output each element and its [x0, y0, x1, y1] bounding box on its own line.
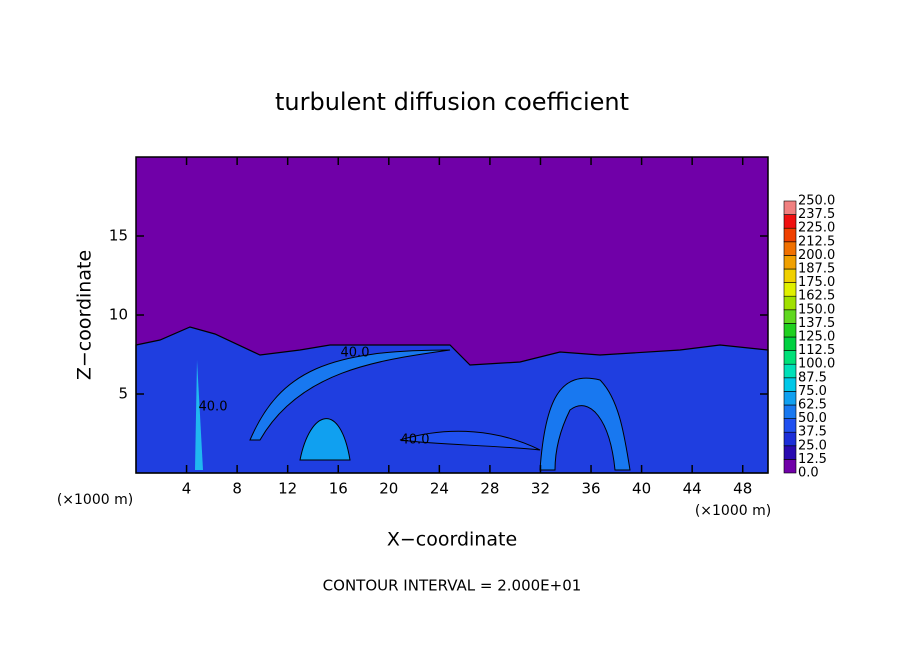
colorbar-box [783, 255, 797, 270]
field-streak [299, 418, 351, 461]
colorbar-box [783, 282, 797, 297]
colorbar-box [783, 404, 797, 419]
x-tick-label: 24 [430, 480, 449, 498]
contour-label: 40.0 [199, 400, 228, 415]
colorbar-label: 125.0 [798, 330, 835, 345]
x-tick-label: 16 [329, 480, 348, 498]
colorbar-label: 137.5 [798, 316, 835, 331]
colorbar-label: 100.0 [798, 357, 835, 372]
field-streak [195, 360, 203, 470]
colorbar-box [783, 200, 797, 215]
contour-label: 40.0 [341, 346, 370, 361]
contour-label: 40.0 [401, 433, 430, 448]
x-tick-label: 40 [632, 480, 651, 498]
colorbar-box [783, 336, 797, 351]
colorbar-label: 187.5 [798, 262, 835, 277]
colorbar-label: 250.0 [798, 194, 835, 209]
field [135, 157, 769, 474]
colorbar-label: 87.5 [798, 370, 827, 385]
y-axis-label: Z−coordinate [74, 250, 96, 380]
x-tick-label: 8 [232, 480, 242, 498]
colorbar-label: 50.0 [798, 411, 827, 426]
colorbar-box [783, 268, 797, 283]
colorbar-box [783, 377, 797, 392]
x-tick-label: 32 [531, 480, 550, 498]
field-streak [539, 377, 631, 471]
x-tick-label: 20 [379, 480, 398, 498]
annotation: CONTOUR INTERVAL = 2.000E+01 [323, 577, 582, 595]
colorbar-label: 25.0 [798, 438, 827, 453]
colorbar-label: 200.0 [798, 248, 835, 263]
colorbar-box [783, 418, 797, 433]
y-tick-label: 15 [109, 227, 128, 245]
colorbar-label: 75.0 [798, 384, 827, 399]
colorbar-label: 62.5 [798, 398, 827, 413]
colorbar-label: 237.5 [798, 207, 835, 222]
colorbar-box [783, 363, 797, 379]
colorbar-label: 112.5 [798, 343, 835, 358]
colorbar-label: 37.5 [798, 425, 827, 440]
x-tick-label: 44 [683, 480, 702, 498]
x-tick-label: 12 [278, 480, 297, 498]
colorbar-box [783, 227, 797, 243]
colorbar-box [783, 323, 797, 338]
colorbar-box [783, 350, 797, 365]
colorbar-box [783, 295, 797, 311]
colorbar-label: 150.0 [798, 302, 835, 317]
x-tick-label: 48 [733, 480, 752, 498]
colorbar-box [783, 431, 797, 447]
field-streak [249, 349, 451, 441]
colorbar-label: 162.5 [798, 289, 835, 304]
y-tick-label: 5 [118, 385, 128, 403]
field-streak [399, 430, 541, 451]
x-axis-label: X−coordinate [387, 529, 517, 551]
chart-title: turbulent diffusion coefficient [275, 88, 629, 116]
x-tick-label: 28 [480, 480, 499, 498]
colorbar-label: 225.0 [798, 221, 835, 236]
x-tick-label: 4 [182, 480, 192, 498]
colorbar-label: 0.0 [798, 466, 819, 481]
x-tick-label: 36 [581, 480, 600, 498]
colorbar-box [783, 459, 797, 474]
colorbar-box [783, 309, 797, 324]
colorbar-box [783, 445, 797, 460]
x-unit: (×1000 m) [695, 503, 771, 519]
colorbar-box [783, 391, 797, 406]
y-unit: (×1000 m) [57, 492, 133, 508]
colorbar-box [783, 214, 797, 229]
colorbar-box [783, 241, 797, 256]
colorbar-label: 175.0 [798, 275, 835, 290]
colorbar-label: 212.5 [798, 234, 835, 249]
colorbar-label: 12.5 [798, 452, 827, 467]
y-tick-label: 10 [109, 306, 128, 324]
